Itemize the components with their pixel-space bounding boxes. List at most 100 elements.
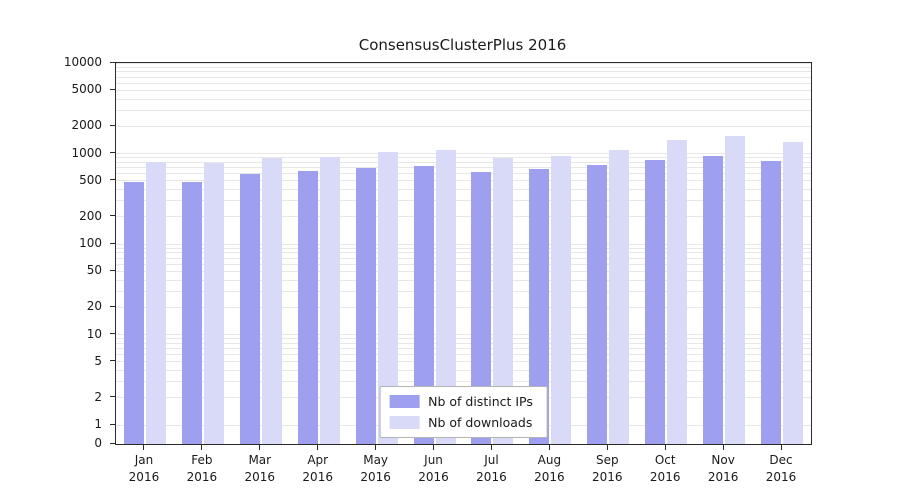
- bar-downloads: [609, 150, 630, 444]
- legend-label-downloads: Nb of downloads: [428, 415, 533, 430]
- x-tick-label: Jan 2016: [114, 452, 174, 486]
- y-tick-label: 5: [94, 353, 102, 368]
- x-tick-month: Nov: [711, 453, 735, 467]
- bar-distinct-ips: [471, 172, 492, 444]
- bar-downloads: [203, 163, 224, 444]
- x-tick-label: Dec 2016: [751, 452, 811, 486]
- bar-downloads: [261, 157, 282, 444]
- legend-label-distinct-ips: Nb of distinct IPs: [428, 394, 533, 409]
- gridline: [116, 71, 811, 73]
- x-tick-month: Jul: [484, 453, 499, 467]
- x-tick-year: 2016: [649, 470, 681, 484]
- x-tick-month: Aug: [537, 453, 562, 467]
- legend-item-distinct-ips: Nb of distinct IPs: [389, 394, 533, 409]
- x-tick-year: 2016: [534, 470, 565, 484]
- gridline: [116, 180, 811, 182]
- bar-distinct-ips: [761, 160, 782, 444]
- bar-downloads: [493, 158, 514, 444]
- y-tick-label: 1: [94, 417, 102, 431]
- gridline: [116, 381, 811, 383]
- bar-downloads: [319, 156, 340, 444]
- bar-distinct-ips: [239, 174, 260, 444]
- gridline: [116, 66, 811, 68]
- x-tick-month: Jun: [424, 453, 443, 467]
- gridline: [116, 279, 811, 281]
- gridline: [116, 361, 811, 363]
- bar-downloads: [551, 155, 572, 444]
- bar-distinct-ips: [181, 182, 202, 444]
- y-tick-mark: [110, 423, 115, 425]
- gridline: [116, 348, 811, 350]
- y-tick-label: 2000: [71, 118, 102, 133]
- x-tick-mark: [375, 445, 377, 450]
- y-tick-mark: [110, 88, 115, 90]
- x-tick-month: Apr: [307, 453, 329, 467]
- bar-distinct-ips: [587, 165, 608, 444]
- x-tick-year: 2016: [765, 470, 797, 484]
- gridline: [116, 98, 811, 100]
- x-tick-year: 2016: [592, 470, 623, 484]
- bar-distinct-ips: [703, 155, 724, 444]
- y-tick-label: 50: [86, 263, 102, 278]
- x-tick-month: Jan: [134, 453, 154, 467]
- gridline: [116, 153, 811, 154]
- y-tick-mark: [110, 269, 115, 271]
- x-tick-label: Oct 2016: [635, 452, 695, 486]
- x-tick-mark: [201, 445, 203, 450]
- gridline: [116, 173, 811, 175]
- bar-distinct-ips: [355, 167, 376, 444]
- gridline: [116, 338, 811, 340]
- x-tick-label: May 2016: [346, 452, 406, 486]
- x-tick-year: 2016: [128, 470, 160, 484]
- bar-distinct-ips: [645, 159, 666, 444]
- y-tick-label: 1000: [71, 145, 102, 160]
- x-tick-mark: [143, 445, 145, 450]
- gridline: [116, 334, 811, 335]
- gridline: [116, 157, 811, 159]
- x-tick-year: 2016: [244, 470, 276, 484]
- y-tick-label: 0: [94, 436, 102, 450]
- y-tick-label: 100: [79, 236, 102, 250]
- x-tick-month: Oct: [654, 453, 676, 467]
- gridline: [116, 252, 811, 254]
- gridline: [116, 257, 811, 259]
- bar-downloads: [377, 151, 398, 444]
- y-tick-label: 10000: [63, 55, 102, 69]
- x-tick-label: Nov 2016: [693, 452, 753, 486]
- legend-swatch-distinct-ips: [389, 395, 420, 408]
- bar-distinct-ips: [529, 169, 550, 444]
- bar-distinct-ips: [297, 171, 318, 444]
- y-tick-mark: [110, 215, 115, 217]
- gridline: [116, 109, 811, 111]
- bar-distinct-ips: [123, 182, 144, 444]
- gridline: [116, 306, 811, 308]
- y-tick-mark: [110, 360, 115, 362]
- gridline: [116, 82, 811, 84]
- legend-swatch-downloads: [389, 416, 420, 429]
- gridline: [116, 89, 811, 91]
- x-tick-mark: [490, 445, 492, 450]
- y-tick-label: 200: [79, 208, 102, 223]
- x-tick-year: 2016: [707, 470, 739, 484]
- y-tick-label: 10: [86, 326, 102, 341]
- y-tick-mark: [110, 179, 115, 181]
- x-tick-mark: [722, 445, 724, 450]
- gridline: [116, 243, 811, 245]
- bar-downloads: [725, 136, 746, 444]
- y-tick-mark: [110, 442, 115, 444]
- gridline: [116, 62, 811, 64]
- legend-item-downloads: Nb of downloads: [389, 415, 533, 430]
- x-tick-year: 2016: [360, 470, 391, 484]
- y-tick-label: 5000: [71, 82, 102, 97]
- x-tick-label: Sep 2016: [577, 452, 637, 486]
- x-tick-year: 2016: [418, 470, 449, 484]
- gridline: [116, 200, 811, 202]
- gridline: [116, 342, 811, 344]
- x-tick-month: Sep: [595, 453, 619, 467]
- bar-downloads: [145, 162, 166, 444]
- x-tick-label: Apr 2016: [288, 452, 348, 486]
- bar-downloads: [667, 140, 688, 444]
- x-tick-label: Aug 2016: [519, 452, 579, 486]
- x-tick-mark: [259, 445, 261, 450]
- x-tick-month: Feb: [191, 453, 213, 467]
